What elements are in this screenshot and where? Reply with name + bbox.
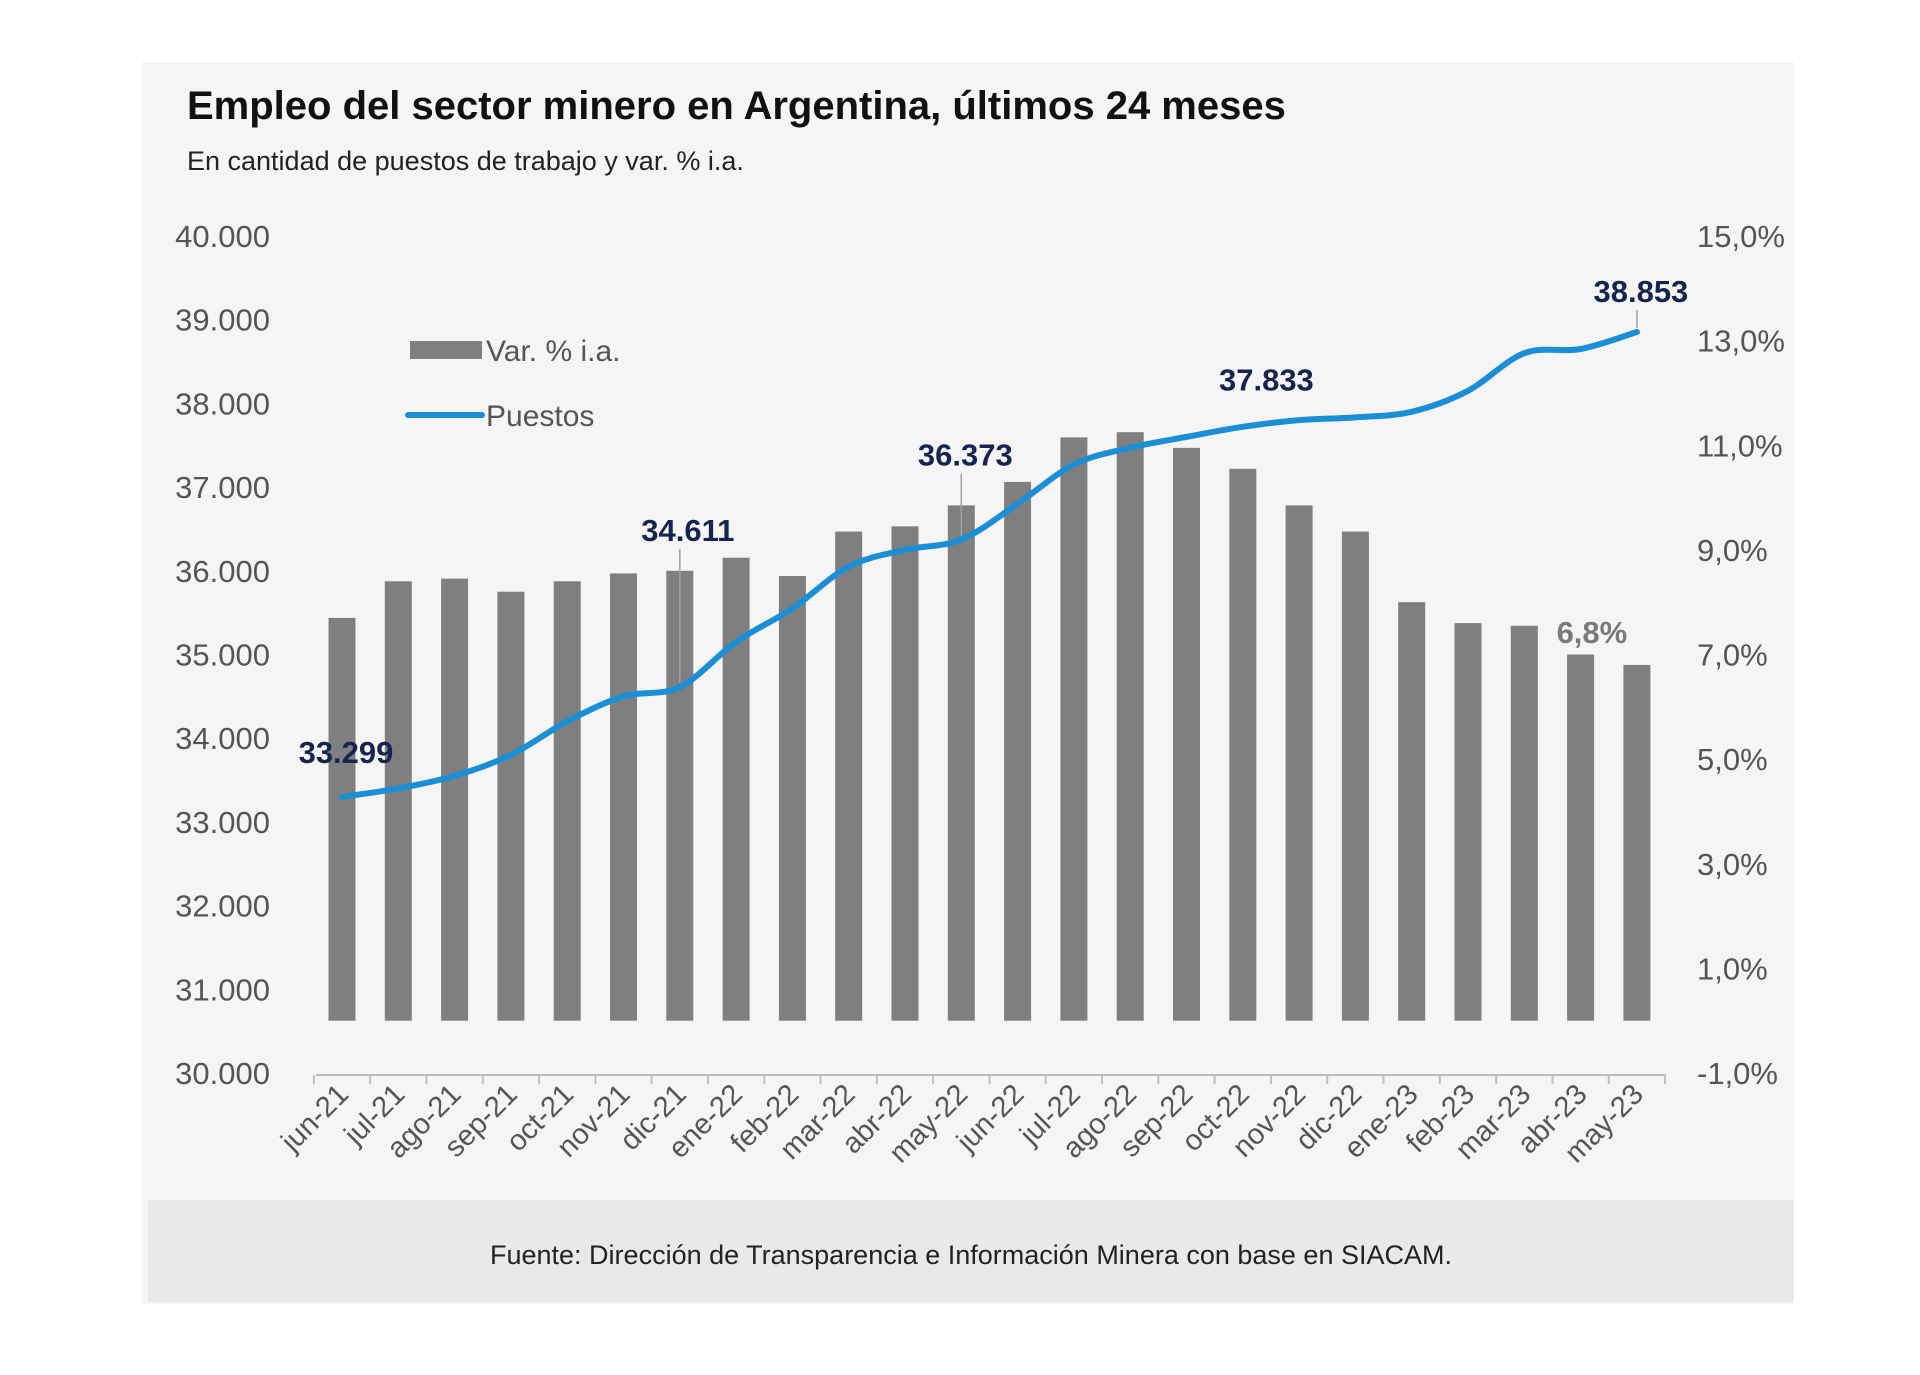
- bar: [1341, 531, 1369, 1021]
- bar: [384, 581, 412, 1021]
- legend-swatch-bar: [410, 341, 482, 359]
- bar: [610, 573, 637, 1021]
- bar: [1510, 625, 1538, 1021]
- line-point: [510, 754, 512, 756]
- right-tick-label: 9,0%: [1697, 533, 1768, 568]
- bar: [1398, 602, 1426, 1021]
- right-tick-label: 11,0%: [1697, 428, 1783, 463]
- bar-series: [328, 432, 1651, 1021]
- bar: [891, 526, 919, 1021]
- bar: [1060, 437, 1088, 1021]
- left-tick-label: 32.000: [175, 889, 270, 924]
- line-point: [1298, 419, 1300, 421]
- line-point: [341, 796, 343, 798]
- bar: [722, 557, 750, 1021]
- bar: [441, 578, 469, 1021]
- bar: [1004, 481, 1032, 1021]
- right-tick-label: -1,0%: [1697, 1056, 1778, 1091]
- puestos-line: [339, 329, 1640, 800]
- bar: [328, 617, 356, 1021]
- line-point: [791, 607, 793, 609]
- left-axis: 30.000 31.000 32.000 33.000 34.000 35.000 36.0…: [175, 219, 270, 1091]
- line-point: [1580, 348, 1582, 350]
- bar: [778, 576, 806, 1021]
- bar: [1567, 654, 1595, 1021]
- chart-title: Empleo del sector minero en Argentina, ú…: [187, 84, 1286, 128]
- line-series: [339, 329, 1640, 800]
- bar: [1116, 432, 1144, 1021]
- legend-label-line: Puestos: [486, 400, 594, 433]
- line-point: [566, 720, 568, 722]
- line-point: [454, 775, 456, 777]
- bar: [947, 505, 975, 1021]
- line-point: [1411, 411, 1413, 413]
- source-note: Fuente: Dirección de Transparencia e Inf…: [490, 1240, 1452, 1270]
- line-point: [1467, 390, 1469, 392]
- data-label: 37.833: [1219, 362, 1314, 397]
- line-point: [1186, 436, 1187, 438]
- bar: [553, 581, 581, 1021]
- left-tick-label: 40.000: [175, 219, 270, 254]
- left-tick-label: 33.000: [175, 805, 270, 840]
- bar: [1285, 505, 1313, 1021]
- left-tick-label: 38.000: [175, 386, 270, 421]
- right-tick-label: 5,0%: [1697, 742, 1768, 777]
- bar: [835, 531, 863, 1021]
- line-point: [1017, 503, 1019, 505]
- left-tick-label: 37.000: [175, 470, 270, 505]
- data-label: 6,8%: [1557, 615, 1628, 650]
- line-point: [1354, 416, 1356, 418]
- line-point: [623, 695, 624, 697]
- line-point: [679, 686, 681, 688]
- data-label: 38.853: [1593, 274, 1688, 309]
- line-point: [735, 641, 737, 643]
- line-point: [1636, 331, 1638, 333]
- annotations: 33.299 34.611 36.373 37.833 38.853 6,8%: [299, 274, 1689, 770]
- bar: [1173, 447, 1200, 1021]
- right-tick-label: 15,0%: [1697, 219, 1785, 254]
- x-axis: jun-21jul-21ago-21sep-21oct-21nov-21dic-…: [275, 1074, 1667, 1169]
- line-point: [960, 539, 962, 541]
- left-tick-label: 30.000: [175, 1056, 270, 1091]
- bar: [1454, 623, 1482, 1021]
- line-point: [397, 787, 399, 789]
- bar: [1229, 468, 1257, 1021]
- bar: [497, 591, 525, 1021]
- chart-subtitle: En cantidad de puestos de trabajo y var.…: [187, 146, 744, 176]
- right-axis: -1,0% 1,0% 3,0% 5,0% 7,0% 9,0% 11,0% 13,0% 15,0%: [1697, 219, 1785, 1091]
- line-point: [1523, 352, 1525, 354]
- left-tick-label: 31.000: [175, 972, 270, 1007]
- left-tick-label: 36.000: [175, 554, 270, 589]
- legend: Var. % i.a. Puestos: [405, 335, 621, 433]
- line-point: [1129, 447, 1131, 449]
- line-point: [1073, 464, 1075, 466]
- bar: [1623, 664, 1651, 1021]
- line-point: [1242, 426, 1244, 428]
- source-footer: [148, 1200, 1794, 1302]
- left-tick-label: 35.000: [175, 638, 270, 673]
- legend-label-bar: Var. % i.a.: [486, 335, 621, 368]
- line-point: [848, 566, 850, 568]
- line-point: [904, 549, 906, 551]
- right-tick-label: 13,0%: [1697, 324, 1785, 359]
- left-tick-label: 34.000: [175, 721, 270, 756]
- right-tick-label: 7,0%: [1697, 638, 1768, 673]
- right-tick-label: 3,0%: [1697, 847, 1768, 882]
- data-label: 36.373: [918, 438, 1013, 473]
- data-label: 34.611: [641, 513, 734, 548]
- x-tick-label: jun-21: [275, 1078, 355, 1158]
- data-label: 33.299: [299, 735, 394, 770]
- left-tick-label: 39.000: [175, 303, 270, 338]
- right-tick-label: 1,0%: [1697, 951, 1768, 986]
